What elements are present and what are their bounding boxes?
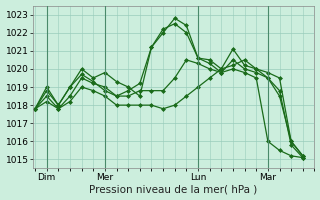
X-axis label: Pression niveau de la mer( hPa ): Pression niveau de la mer( hPa )	[90, 184, 258, 194]
